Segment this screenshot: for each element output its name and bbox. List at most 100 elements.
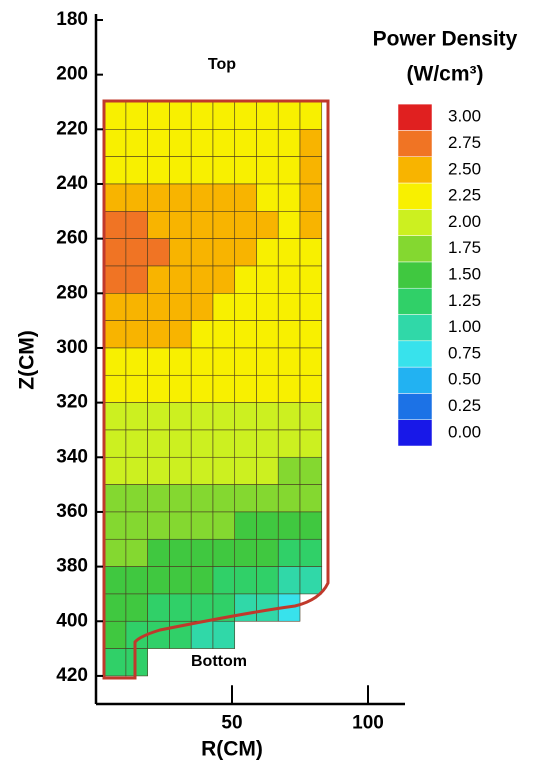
cell: [103, 566, 127, 595]
colorbar-label: 2.00: [448, 212, 481, 231]
cell: [299, 183, 323, 212]
cell: [234, 211, 257, 239]
x-tick-label: 50: [221, 712, 242, 733]
y-axis-label: Z(CM): [16, 330, 39, 389]
y-tick-label: 300: [56, 337, 88, 358]
cell: [190, 320, 214, 349]
colorbar-label: 1.50: [448, 265, 481, 284]
cell: [277, 538, 301, 567]
cell: [234, 566, 257, 595]
cell: [103, 402, 127, 431]
cell: [277, 511, 301, 540]
cell: [190, 429, 214, 458]
colorbar-label: 2.75: [448, 133, 481, 152]
y-tick-label: 400: [56, 610, 88, 631]
cell: [190, 484, 214, 513]
cell: [299, 265, 323, 294]
cell: [190, 238, 214, 267]
x-axis-label: R(CM): [201, 738, 263, 761]
cell: [169, 593, 192, 622]
cell: [125, 265, 148, 294]
annotation: Bottom: [191, 653, 247, 670]
cell: [234, 484, 257, 513]
cell: [212, 101, 236, 130]
y-tick-label: 200: [56, 64, 88, 85]
cell: [256, 156, 279, 185]
cell: [212, 484, 236, 513]
cell: [190, 183, 214, 212]
cell: [190, 538, 214, 567]
colorbar-swatch: [397, 287, 433, 315]
y-tick-label: 380: [56, 556, 88, 577]
colorbar-label: 1.75: [448, 238, 481, 257]
cell: [190, 101, 214, 130]
region-outline: [102, 99, 330, 680]
y-tick-label: 220: [56, 118, 88, 139]
cell: [277, 320, 301, 349]
cell: [256, 347, 279, 376]
colorbar-swatch: [397, 156, 433, 184]
cell: [299, 129, 323, 157]
cell: [234, 101, 257, 130]
cell: [299, 156, 323, 185]
y-tick-label: 420: [56, 665, 88, 686]
cell: [125, 129, 148, 157]
cell: [256, 511, 279, 540]
cell: [212, 238, 236, 267]
cell: [190, 347, 214, 376]
cell: [147, 129, 170, 157]
cell: [125, 156, 148, 185]
cell: [169, 566, 192, 595]
cell: [212, 211, 236, 239]
cell: [103, 620, 127, 649]
cell: [190, 211, 214, 239]
cell: [169, 511, 192, 540]
cell: [234, 320, 257, 349]
cell: [103, 238, 127, 267]
cell: [256, 101, 279, 130]
cell: [299, 374, 323, 403]
cell: [190, 566, 214, 595]
cell: [169, 347, 192, 376]
cell: [147, 238, 170, 267]
colorbar-swatch: [397, 419, 433, 447]
cell: [234, 156, 257, 185]
cell: [234, 429, 257, 458]
cell: [256, 320, 279, 349]
cell: [277, 238, 301, 267]
cell: [299, 292, 323, 321]
colorbar-swatch: [397, 340, 433, 368]
y-tick-label: 360: [56, 501, 88, 522]
cell: [103, 101, 127, 130]
cell: [103, 211, 127, 239]
cell: [169, 456, 192, 485]
cell: [125, 211, 148, 239]
cell: [256, 183, 279, 212]
cell: [103, 511, 127, 540]
colorbar-label: 0.25: [448, 396, 481, 415]
cell: [256, 211, 279, 239]
cell: [125, 484, 148, 513]
cell: [277, 484, 301, 513]
cell: [190, 402, 214, 431]
cell: [103, 648, 127, 677]
colorbar-label: 2.50: [448, 159, 481, 178]
cell: [256, 238, 279, 267]
cell: [190, 511, 214, 540]
cell: [234, 374, 257, 403]
cell: [147, 374, 170, 403]
cell: [125, 511, 148, 540]
cell: [234, 129, 257, 157]
cell: [190, 374, 214, 403]
cell: [277, 101, 301, 130]
cell: [212, 402, 236, 431]
cell: [125, 566, 148, 595]
cell: [169, 265, 192, 294]
cell: [147, 593, 170, 622]
cell: [256, 265, 279, 294]
colorbar-swatch: [397, 235, 433, 263]
cell: [190, 156, 214, 185]
cell: [169, 238, 192, 267]
cell: [125, 183, 148, 212]
annotation: Top: [208, 56, 236, 73]
